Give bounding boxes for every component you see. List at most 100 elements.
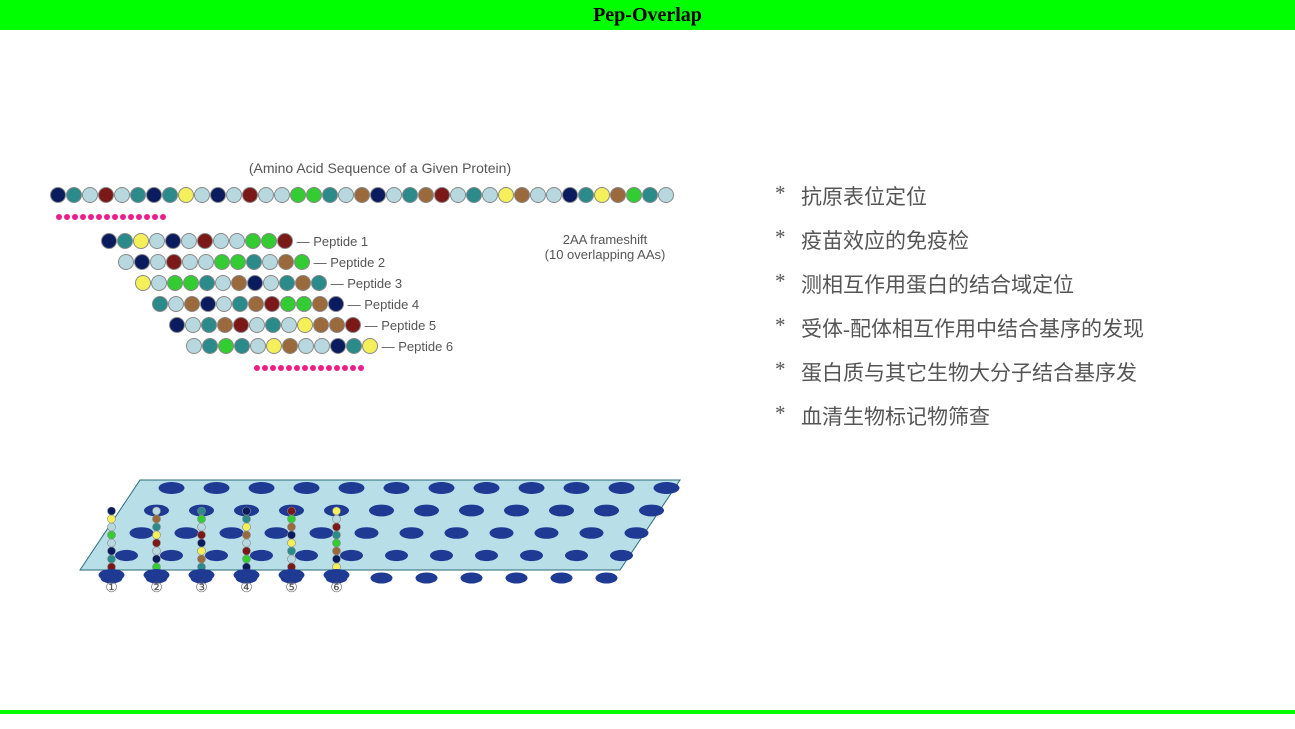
diagram-caption: (Amino Acid Sequence of a Given Protein): [50, 160, 710, 176]
amino-acid-bead: [151, 275, 167, 291]
array-spot: [535, 527, 559, 539]
tick-dot: [112, 214, 118, 220]
array-spot: [310, 527, 334, 539]
pillar-bead: [333, 515, 341, 523]
peptide-row: — Peptide 6: [186, 337, 710, 355]
array-spot: [249, 482, 275, 494]
plate-svg: ①②③④⑤⑥: [60, 420, 700, 620]
content-area: (Amino Acid Sequence of a Given Protein)…: [0, 30, 1295, 720]
amino-acid-bead: [386, 187, 402, 203]
amino-acid-bead: [166, 254, 182, 270]
amino-acid-bead: [169, 317, 185, 333]
array-spot: [565, 550, 588, 561]
amino-acid-bead: [133, 233, 149, 249]
amino-acid-bead: [311, 275, 327, 291]
amino-acid-bead: [200, 296, 216, 312]
pillar-bead: [288, 507, 296, 515]
amino-acid-bead: [233, 317, 249, 333]
array-spot: [639, 505, 664, 517]
peptide-row: — Peptide 5: [169, 316, 710, 334]
amino-acid-bead: [279, 275, 295, 291]
amino-acid-bead: [642, 187, 658, 203]
pillar-bead: [243, 515, 251, 523]
amino-acid-bead: [250, 338, 266, 354]
amino-acid-bead: [314, 338, 330, 354]
amino-acid-bead: [265, 317, 281, 333]
amino-acid-bead: [214, 254, 230, 270]
tick-dot: [326, 365, 332, 371]
array-spot: [445, 527, 469, 539]
amino-acid-bead: [306, 187, 322, 203]
pillar-bead: [108, 539, 116, 547]
array-spot: [384, 482, 410, 494]
pillar-bead: [153, 547, 161, 555]
pillar-bead: [198, 539, 206, 547]
amino-acid-bead: [246, 254, 262, 270]
pillar-bead: [333, 547, 341, 555]
amino-acid-bead: [135, 275, 151, 291]
amino-acid-bead: [231, 275, 247, 291]
peptide-dash: —: [361, 318, 381, 333]
amino-acid-bead: [199, 275, 215, 291]
amino-acid-bead: [562, 187, 578, 203]
tick-dot: [310, 365, 316, 371]
array-spot: [551, 573, 573, 584]
amino-acid-bead: [134, 254, 150, 270]
amino-acid-bead: [197, 233, 213, 249]
tick-dot: [128, 214, 134, 220]
array-spot: [130, 527, 154, 539]
array-spot: [461, 573, 483, 584]
tick-dot: [144, 214, 150, 220]
amino-acid-bead: [242, 187, 258, 203]
pillar-bead: [108, 555, 116, 563]
amino-acid-bead: [370, 187, 386, 203]
amino-acid-bead: [216, 296, 232, 312]
amino-acid-bead: [184, 296, 200, 312]
peptide-label: Peptide 6: [398, 339, 453, 354]
pillar-bead: [153, 515, 161, 523]
array-spot: [204, 482, 230, 494]
pillar-bead: [288, 539, 296, 547]
amino-acid-bead: [482, 187, 498, 203]
amino-acid-bead: [101, 233, 117, 249]
peptide-label: Peptide 5: [381, 318, 436, 333]
array-spot: [596, 573, 618, 584]
amino-acid-bead: [234, 338, 250, 354]
amino-acid-bead: [281, 317, 297, 333]
array-spot: [159, 482, 185, 494]
circled-number: ④: [240, 579, 253, 595]
peptide-dash: —: [310, 255, 330, 270]
amino-acid-bead: [346, 338, 362, 354]
amino-acid-bead: [232, 296, 248, 312]
pillar-bead: [153, 555, 161, 563]
pillar-bead: [243, 531, 251, 539]
header-bar: Pep-Overlap: [0, 0, 1295, 30]
amino-acid-bead: [328, 296, 344, 312]
array-spot: [250, 550, 273, 561]
amino-acid-bead: [230, 254, 246, 270]
array-spot: [416, 573, 438, 584]
array-spot: [504, 505, 529, 517]
amino-acid-bead: [278, 254, 294, 270]
amino-acid-bead: [202, 338, 218, 354]
array-spot: [339, 482, 365, 494]
array-spot: [474, 482, 500, 494]
amino-acid-bead: [217, 317, 233, 333]
amino-acid-bead: [162, 187, 178, 203]
pillar-bead: [198, 507, 206, 515]
amino-acid-bead: [226, 187, 242, 203]
pillar-bead: [153, 523, 161, 531]
amino-acid-bead: [168, 296, 184, 312]
pillar-bead: [333, 507, 341, 515]
amino-acid-bead: [546, 187, 562, 203]
array-spot: [594, 505, 619, 517]
peptide-dash: —: [344, 297, 364, 312]
circled-number: ③: [195, 579, 208, 595]
main-sequence-row: [50, 186, 710, 204]
amino-acid-bead: [313, 317, 329, 333]
pillar-bead: [108, 523, 116, 531]
amino-acid-bead: [402, 187, 418, 203]
tick-dot: [254, 365, 260, 371]
tick-dot: [136, 214, 142, 220]
pep-overlap-diagram: (Amino Acid Sequence of a Given Protein)…: [50, 160, 710, 640]
